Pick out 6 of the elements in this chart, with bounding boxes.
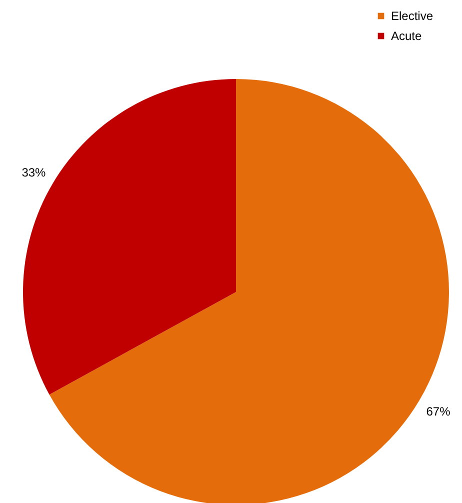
pie-slice	[49, 79, 449, 503]
data-label: 67%	[426, 404, 451, 419]
legend-label: Elective	[391, 9, 434, 23]
data-label: 33%	[22, 165, 46, 180]
pie-slice	[23, 79, 236, 395]
legend-label: Acute	[391, 29, 422, 43]
